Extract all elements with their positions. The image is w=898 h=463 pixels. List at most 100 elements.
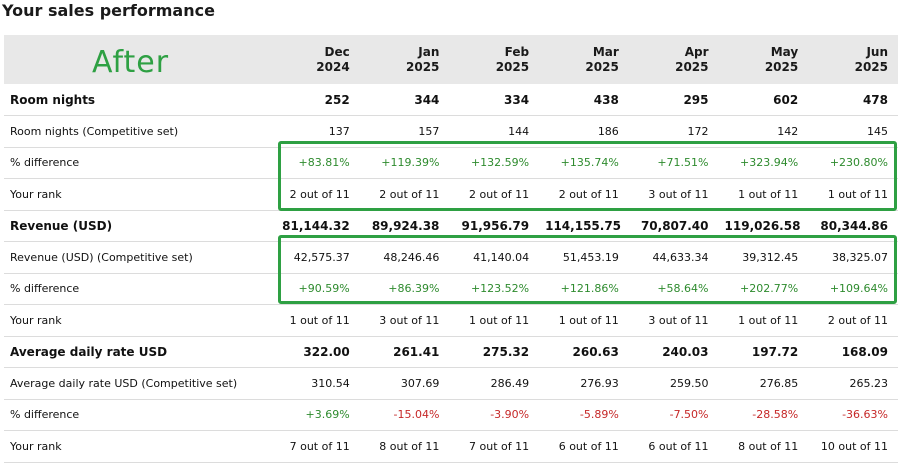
row-value-cell: 438 bbox=[593, 92, 619, 107]
row-value-cell: 70,807.40 bbox=[640, 218, 709, 233]
row-label: Your rank bbox=[10, 187, 62, 201]
after-overlay-label: After bbox=[92, 45, 170, 80]
row-value-cell: 2 out of 11 bbox=[469, 187, 530, 201]
row-value-cell: 1 out of 11 bbox=[289, 313, 350, 327]
row-value-cell: 6 out of 11 bbox=[648, 439, 709, 453]
row-label: Room nights (Competitive set) bbox=[10, 124, 179, 138]
header-month-jan-2025: Jan 2025 bbox=[406, 44, 440, 74]
row-value-cell: 48,246.46 bbox=[383, 250, 440, 264]
row-value-cell: 3 out of 11 bbox=[648, 313, 709, 327]
row-value-cell: +90.59% bbox=[298, 282, 350, 296]
row-value-cell: 81,144.32 bbox=[282, 218, 350, 233]
row-value-cell: 344 bbox=[414, 92, 440, 107]
row-value-cell: 157 bbox=[418, 124, 440, 138]
row-value-cell: 334 bbox=[504, 92, 530, 107]
table-row: Your rank 1 out of 11 3 out of 11 1 out of … bbox=[4, 305, 898, 336]
row-label: Your rank bbox=[10, 313, 62, 327]
row-value-cell: -28.58% bbox=[752, 408, 799, 422]
row-value-cell: 42,575.37 bbox=[293, 250, 350, 264]
table-row: % difference +83.81% +119.39% +132.59% +135.… bbox=[4, 147, 898, 179]
row-value-cell: +132.59% bbox=[470, 156, 530, 170]
header-month-mar-2025: Mar 2025 bbox=[585, 44, 619, 74]
table-row: Average daily rate USD (Competitive set)… bbox=[4, 368, 898, 399]
row-value-cell: 39,312.45 bbox=[742, 250, 799, 264]
table-row: Room nights (Competitive set) 137 157 144 18… bbox=[4, 116, 898, 147]
row-label: % difference bbox=[10, 156, 80, 170]
row-value-cell: +323.94% bbox=[740, 156, 799, 170]
row-value-cell: 7 out of 11 bbox=[469, 439, 530, 453]
row-value-cell: 145 bbox=[867, 124, 888, 138]
row-value-cell: 91,956.79 bbox=[461, 218, 530, 233]
row-value-cell: 38,325.07 bbox=[832, 250, 888, 264]
row-value-cell: 10 out of 11 bbox=[820, 439, 888, 453]
row-value-cell: +58.64% bbox=[657, 282, 709, 296]
row-value-cell: +86.39% bbox=[388, 282, 440, 296]
table-row: Your rank 7 out of 11 8 out of 11 7 out of … bbox=[4, 431, 898, 462]
row-value-cell: 295 bbox=[683, 92, 709, 107]
row-value-cell: -5.89% bbox=[579, 408, 619, 422]
row-value-cell: 168.09 bbox=[841, 344, 888, 359]
row-value-cell: 8 out of 11 bbox=[379, 439, 440, 453]
row-label: Room nights bbox=[10, 92, 96, 107]
row-value-cell: 307.69 bbox=[400, 376, 440, 390]
row-value-cell: +119.39% bbox=[381, 156, 440, 170]
page-title: Your sales performance bbox=[2, 1, 215, 20]
row-value-cell: 3 out of 11 bbox=[379, 313, 440, 327]
row-value-cell: +109.64% bbox=[829, 282, 888, 296]
row-value-cell: 1 out of 11 bbox=[469, 313, 530, 327]
table-row: % difference +3.69% -15.04% -3.90% -5.89% -7.… bbox=[4, 399, 898, 431]
row-value-cell: 276.93 bbox=[580, 376, 619, 390]
sales-performance-table: Dec 2024 Jan 2025 Feb 2025 Mar 2025 Apr 2025 … bbox=[4, 35, 898, 463]
row-value-cell: 260.63 bbox=[572, 344, 619, 359]
row-value-cell: 89,924.38 bbox=[371, 218, 440, 233]
row-label: Average daily rate USD (Competitive set) bbox=[10, 376, 238, 390]
row-value-cell: 261.41 bbox=[393, 344, 440, 359]
row-value-cell: 2 out of 11 bbox=[558, 187, 619, 201]
row-value-cell: 8 out of 11 bbox=[738, 439, 799, 453]
table-row: % difference +90.59% +86.39% +123.52% +121.8… bbox=[4, 273, 898, 305]
row-value-cell: 1 out of 11 bbox=[738, 187, 799, 201]
row-value-cell: 2 out of 11 bbox=[379, 187, 440, 201]
table-row: Your rank 2 out of 11 2 out of 11 2 out of … bbox=[4, 179, 898, 210]
row-value-cell: 2 out of 11 bbox=[289, 187, 350, 201]
row-value-cell: +135.74% bbox=[560, 156, 619, 170]
row-value-cell: 1 out of 11 bbox=[827, 187, 888, 201]
row-value-cell: 275.32 bbox=[482, 344, 530, 359]
row-value-cell: 137 bbox=[328, 124, 350, 138]
row-value-cell: +123.52% bbox=[470, 282, 530, 296]
row-value-cell: 2 out of 11 bbox=[827, 313, 888, 327]
row-value-cell: +83.81% bbox=[298, 156, 350, 170]
row-value-cell: 186 bbox=[597, 124, 619, 138]
table-header-row: Dec 2024 Jan 2025 Feb 2025 Mar 2025 Apr 2025 … bbox=[4, 35, 898, 84]
row-value-cell: 6 out of 11 bbox=[558, 439, 619, 453]
row-label: % difference bbox=[10, 282, 80, 296]
row-value-cell: 80,344.86 bbox=[820, 218, 888, 233]
row-value-cell: 144 bbox=[508, 124, 530, 138]
row-value-cell: 1 out of 11 bbox=[738, 313, 799, 327]
row-value-cell: 114,155.75 bbox=[545, 218, 622, 233]
row-value-cell: 478 bbox=[862, 92, 888, 107]
row-value-cell: -7.50% bbox=[669, 408, 709, 422]
header-month-jun-2025: Jun 2025 bbox=[854, 44, 888, 74]
row-label: Average daily rate USD bbox=[10, 344, 168, 359]
row-label: % difference bbox=[10, 408, 80, 422]
row-label: Revenue (USD) (Competitive set) bbox=[10, 250, 193, 264]
row-value-cell: +71.51% bbox=[657, 156, 709, 170]
header-month-may-2025: May 2025 bbox=[764, 44, 799, 74]
row-value-cell: 240.03 bbox=[662, 344, 709, 359]
table-row: Revenue (USD) 81,144.32 89,924.38 91,956.79… bbox=[4, 210, 898, 242]
header-month-dec-2024: Dec 2024 bbox=[316, 44, 350, 74]
row-value-cell: 259.50 bbox=[670, 376, 709, 390]
row-value-cell: 286.49 bbox=[490, 376, 530, 390]
row-value-cell: 252 bbox=[324, 92, 350, 107]
row-value-cell: +121.86% bbox=[560, 282, 619, 296]
row-value-cell: 51,453.19 bbox=[562, 250, 619, 264]
row-value-cell: 276.85 bbox=[759, 376, 799, 390]
row-value-cell: 1 out of 11 bbox=[558, 313, 619, 327]
row-value-cell: +230.80% bbox=[829, 156, 888, 170]
row-value-cell: 44,633.34 bbox=[652, 250, 709, 264]
row-value-cell: -15.04% bbox=[393, 408, 440, 422]
row-value-cell: 142 bbox=[777, 124, 799, 138]
table-row: Revenue (USD) (Competitive set) 42,575.37… bbox=[4, 242, 898, 273]
row-value-cell: 3 out of 11 bbox=[648, 187, 709, 201]
